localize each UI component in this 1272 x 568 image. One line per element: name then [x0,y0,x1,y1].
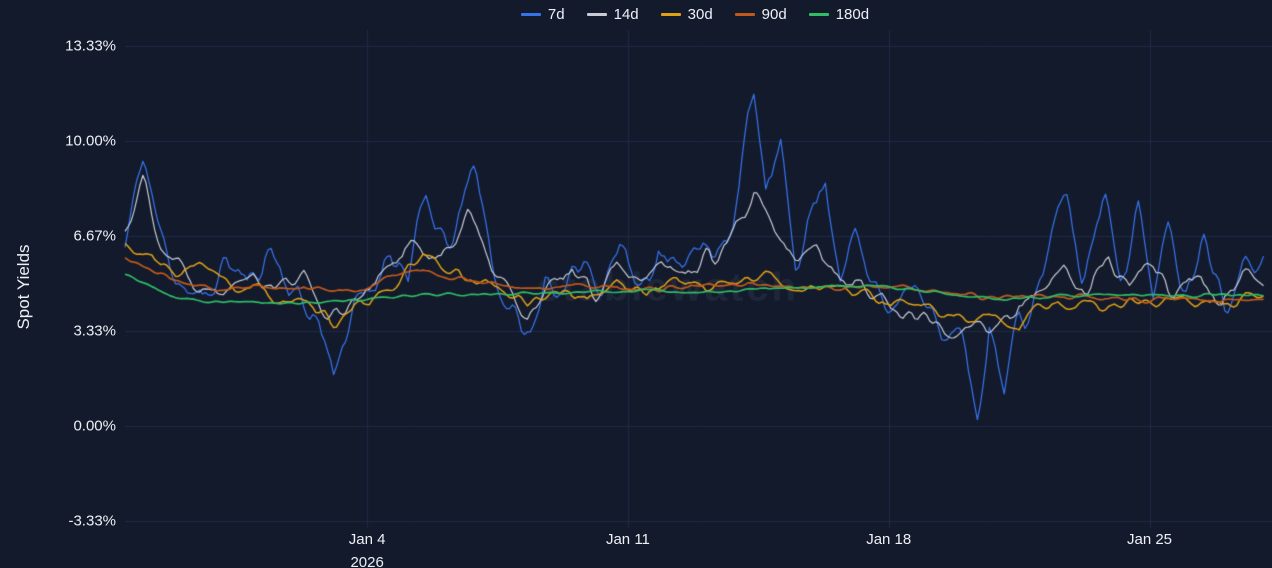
legend-line-swatch [520,13,541,16]
chart-legend: 7d 14d 30d 90d 180d [125,6,1265,23]
legend-line-swatch [586,13,607,16]
legend-item-90d[interactable]: 90d [734,6,787,23]
x-tick-label: Jan 4 2026 [348,531,386,568]
legend-line-swatch [734,13,755,16]
x-tick-label: Jan 11 [605,531,650,548]
y-tick-label: 0.00% [73,417,116,435]
legend-label: 90d [761,6,787,23]
legend-line-swatch [660,13,681,16]
y-tick-label: -3.33% [68,512,116,530]
y-tick-label: 13.33% [65,37,116,55]
legend-item-14d[interactable]: 14d [586,6,639,23]
legend-label: 7d [547,6,565,23]
y-tick-label: 3.33% [73,322,116,340]
legend-label: 180d [835,6,870,23]
y-tick-label: 10.00% [65,132,116,150]
y-tick-label: 6.67% [73,227,116,245]
legend-item-30d[interactable]: 30d [660,6,713,23]
legend-item-180d[interactable]: 180d [808,6,870,23]
legend-item-7d[interactable]: 7d [520,6,565,23]
y-axis-title: Spot Yields [14,244,33,330]
legend-label: 14d [613,6,639,23]
x-tick-label: Jan 25 [1126,531,1173,548]
legend-line-swatch [808,13,829,16]
legend-label: 30d [687,6,713,23]
x-tick-label: Jan 18 [866,531,912,548]
